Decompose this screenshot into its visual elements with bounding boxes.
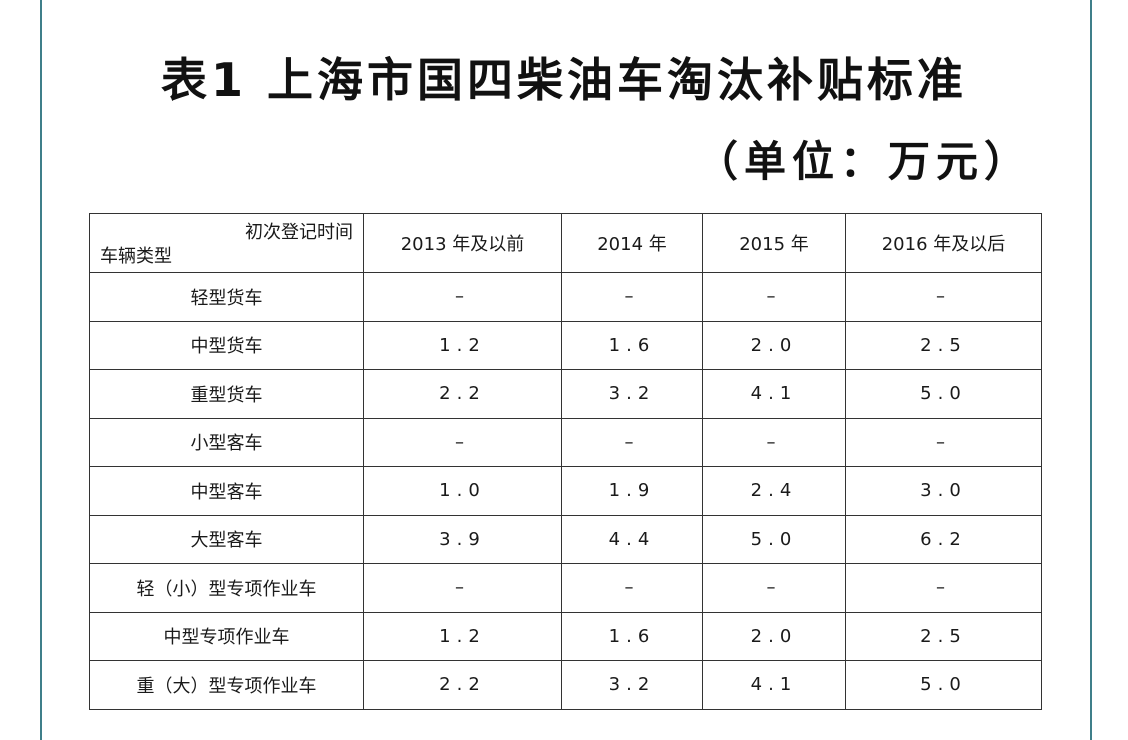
- vehicle-type-cell: 大型客车: [89, 514, 364, 564]
- subsidy-value-cell: –: [845, 563, 1042, 613]
- vehicle-type-cell: 中型专项作业车: [89, 611, 364, 661]
- subsidy-table: 初次登记时间 车辆类型 2013 年及以前 2014 年 2015 年 2016…: [89, 213, 1042, 710]
- column-header: 2015 年: [702, 213, 846, 273]
- subsidy-value-cell: 3.0: [845, 466, 1042, 516]
- subsidy-value-cell: 4.1: [702, 660, 846, 710]
- vehicle-type-cell: 小型客车: [89, 417, 364, 467]
- subsidy-value-cell: 2.5: [845, 611, 1042, 661]
- subsidy-value-cell: –: [363, 417, 562, 467]
- table-row: 中型客车 1.0 1.9 2.4 3.0: [89, 466, 1042, 516]
- subsidy-value-cell: –: [845, 417, 1042, 467]
- column-header: 2013 年及以前: [363, 213, 562, 273]
- subsidy-value-cell: 2.0: [702, 611, 846, 661]
- subsidy-value-cell: 3.2: [561, 369, 703, 419]
- column-header: 2014 年: [561, 213, 703, 273]
- subsidy-value-cell: 2.2: [363, 369, 562, 419]
- table-row: 重型货车 2.2 3.2 4.1 5.0: [89, 369, 1042, 419]
- subsidy-value-cell: –: [561, 272, 703, 322]
- vehicle-type-cell: 轻（小）型专项作业车: [89, 563, 364, 613]
- vehicle-type-cell: 中型货车: [89, 320, 364, 370]
- subsidy-value-cell: 1.2: [363, 611, 562, 661]
- subsidy-value-cell: 1.2: [363, 320, 562, 370]
- subsidy-value-cell: 1.9: [561, 466, 703, 516]
- table-header-row: 初次登记时间 车辆类型 2013 年及以前 2014 年 2015 年 2016…: [89, 213, 1042, 273]
- table-row: 中型专项作业车 1.2 1.6 2.0 2.5: [89, 611, 1042, 661]
- table-row: 重（大）型专项作业车 2.2 3.2 4.1 5.0: [89, 660, 1042, 710]
- subsidy-value-cell: 1.6: [561, 611, 703, 661]
- vehicle-type-cell: 轻型货车: [89, 272, 364, 322]
- subsidy-value-cell: –: [845, 272, 1042, 322]
- subsidy-value-cell: –: [561, 563, 703, 613]
- subsidy-value-cell: –: [702, 417, 846, 467]
- table-row: 中型货车 1.2 1.6 2.0 2.5: [89, 320, 1042, 370]
- table-row: 轻型货车 – – – –: [89, 272, 1042, 322]
- table-row: 大型客车 3.9 4.4 5.0 6.2: [89, 514, 1042, 564]
- subsidy-value-cell: 2.2: [363, 660, 562, 710]
- vehicle-type-cell: 中型客车: [89, 466, 364, 516]
- corner-header-cell: 初次登记时间 车辆类型: [89, 213, 364, 273]
- table-title: 表1 上海市国四柴油车淘汰补贴标准: [160, 53, 968, 107]
- corner-header-vehicle-type: 车辆类型: [100, 246, 172, 267]
- subsidy-value-cell: 2.0: [702, 320, 846, 370]
- vehicle-type-cell: 重（大）型专项作业车: [89, 660, 364, 710]
- subsidy-value-cell: –: [363, 272, 562, 322]
- subsidy-value-cell: 3.2: [561, 660, 703, 710]
- unit-label: （单位：万元）: [695, 137, 1032, 186]
- subsidy-value-cell: –: [561, 417, 703, 467]
- corner-header-registration-time: 初次登记时间: [245, 222, 353, 243]
- table-body: 轻型货车 – – – – 中型货车 1.2 1.6 2.0 2.5 重型货车 2.2 3.2 4.1 5.0…: [89, 272, 1042, 710]
- subsidy-value-cell: 3.9: [363, 514, 562, 564]
- table-row: 小型客车 – – – –: [89, 417, 1042, 467]
- subsidy-value-cell: 4.4: [561, 514, 703, 564]
- subsidy-value-cell: 4.1: [702, 369, 846, 419]
- column-header: 2016 年及以后: [845, 213, 1042, 273]
- subsidy-value-cell: –: [702, 272, 846, 322]
- subsidy-value-cell: 5.0: [845, 369, 1042, 419]
- subsidy-value-cell: 1.6: [561, 320, 703, 370]
- subsidy-value-cell: 5.0: [702, 514, 846, 564]
- subsidy-value-cell: 5.0: [845, 660, 1042, 710]
- subsidy-value-cell: 2.5: [845, 320, 1042, 370]
- subsidy-value-cell: 6.2: [845, 514, 1042, 564]
- subsidy-value-cell: –: [702, 563, 846, 613]
- frame-right-border: [1090, 0, 1092, 740]
- vehicle-type-cell: 重型货车: [89, 369, 364, 419]
- table-row: 轻（小）型专项作业车 – – – –: [89, 563, 1042, 613]
- subsidy-value-cell: 2.4: [702, 466, 846, 516]
- subsidy-value-cell: –: [363, 563, 562, 613]
- subsidy-value-cell: 1.0: [363, 466, 562, 516]
- frame-left-border: [40, 0, 42, 740]
